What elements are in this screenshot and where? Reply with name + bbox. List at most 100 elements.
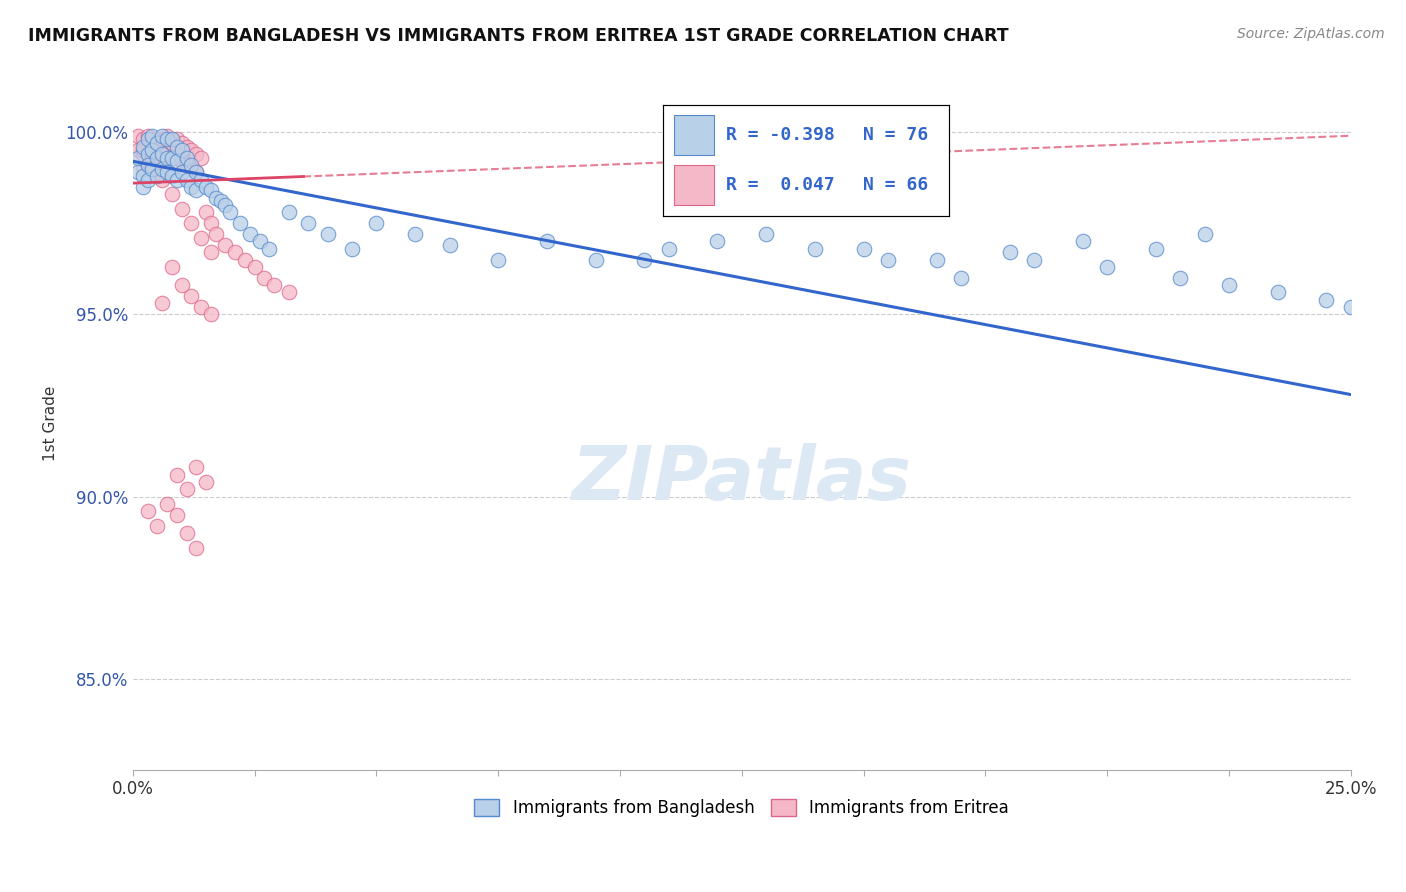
Point	[239, 227, 262, 242]
Point	[176, 158, 198, 172]
Point	[950, 271, 973, 285]
Point	[141, 158, 163, 172]
Point	[1168, 271, 1191, 285]
Point	[190, 231, 212, 245]
Point	[131, 147, 153, 161]
Point	[150, 147, 173, 161]
Point	[486, 252, 509, 267]
Point	[204, 227, 226, 242]
Point	[150, 296, 173, 310]
Point	[195, 205, 218, 219]
Point	[156, 497, 179, 511]
Point	[366, 216, 388, 230]
Point	[1267, 285, 1289, 300]
Point	[127, 144, 149, 158]
Point	[131, 132, 153, 146]
Point	[224, 245, 246, 260]
Point	[1340, 300, 1362, 314]
Point	[136, 158, 159, 172]
Point	[277, 205, 299, 219]
Point	[176, 172, 198, 186]
Point	[176, 139, 198, 153]
Point	[180, 158, 202, 172]
Point	[170, 144, 193, 158]
Text: IMMIGRANTS FROM BANGLADESH VS IMMIGRANTS FROM ERITREA 1ST GRADE CORRELATION CHAR: IMMIGRANTS FROM BANGLADESH VS IMMIGRANTS…	[28, 27, 1008, 45]
Point	[585, 252, 607, 267]
Point	[131, 179, 153, 194]
Point	[877, 252, 900, 267]
Point	[141, 161, 163, 176]
Y-axis label: 1st Grade: 1st Grade	[44, 386, 58, 461]
Point	[204, 191, 226, 205]
Point	[166, 154, 188, 169]
Point	[209, 194, 232, 209]
Point	[131, 161, 153, 176]
Point	[277, 285, 299, 300]
Point	[146, 151, 169, 165]
Point	[176, 483, 198, 497]
Point	[156, 144, 179, 158]
Point	[186, 541, 208, 555]
Point	[200, 245, 222, 260]
Point	[131, 144, 153, 158]
Point	[146, 169, 169, 183]
Point	[166, 467, 188, 482]
Legend: Immigrants from Bangladesh, Immigrants from Eritrea: Immigrants from Bangladesh, Immigrants f…	[468, 792, 1017, 824]
Point	[141, 132, 163, 146]
Point	[180, 144, 202, 158]
Point	[156, 128, 179, 143]
Point	[190, 300, 212, 314]
Point	[233, 252, 256, 267]
Point	[166, 139, 188, 153]
Point	[263, 278, 285, 293]
Point	[141, 161, 163, 176]
Point	[146, 136, 169, 150]
Point	[127, 165, 149, 179]
Point	[127, 128, 149, 143]
Point	[804, 242, 827, 256]
Point	[998, 245, 1021, 260]
Point	[150, 172, 173, 186]
Point	[150, 147, 173, 161]
Point	[195, 179, 218, 194]
Point	[150, 128, 173, 143]
Point	[253, 271, 276, 285]
Point	[200, 216, 222, 230]
Point	[136, 172, 159, 186]
Point	[156, 165, 179, 179]
Point	[1194, 227, 1216, 242]
Point	[160, 132, 183, 146]
Point	[146, 136, 169, 150]
Point	[190, 172, 212, 186]
Point	[186, 183, 208, 197]
Point	[170, 136, 193, 150]
Point	[229, 216, 252, 230]
Point	[156, 161, 179, 176]
Point	[755, 227, 778, 242]
Point	[176, 151, 198, 165]
Point	[536, 235, 558, 249]
Point	[1144, 242, 1167, 256]
Point	[141, 128, 163, 143]
Point	[141, 144, 163, 158]
Point	[297, 216, 319, 230]
Point	[131, 139, 153, 153]
Point	[136, 132, 159, 146]
Point	[166, 132, 188, 146]
Text: ZIPatlas: ZIPatlas	[572, 442, 912, 516]
Point	[214, 238, 236, 252]
Point	[190, 151, 212, 165]
Point	[146, 518, 169, 533]
Point	[156, 151, 179, 165]
Point	[160, 169, 183, 183]
Text: Source: ZipAtlas.com: Source: ZipAtlas.com	[1237, 27, 1385, 41]
Point	[1218, 278, 1240, 293]
Point	[1095, 260, 1118, 274]
Point	[146, 165, 169, 179]
Point	[166, 151, 188, 165]
Point	[180, 161, 202, 176]
Point	[180, 216, 202, 230]
Point	[706, 235, 728, 249]
Point	[1071, 235, 1094, 249]
Point	[852, 242, 875, 256]
